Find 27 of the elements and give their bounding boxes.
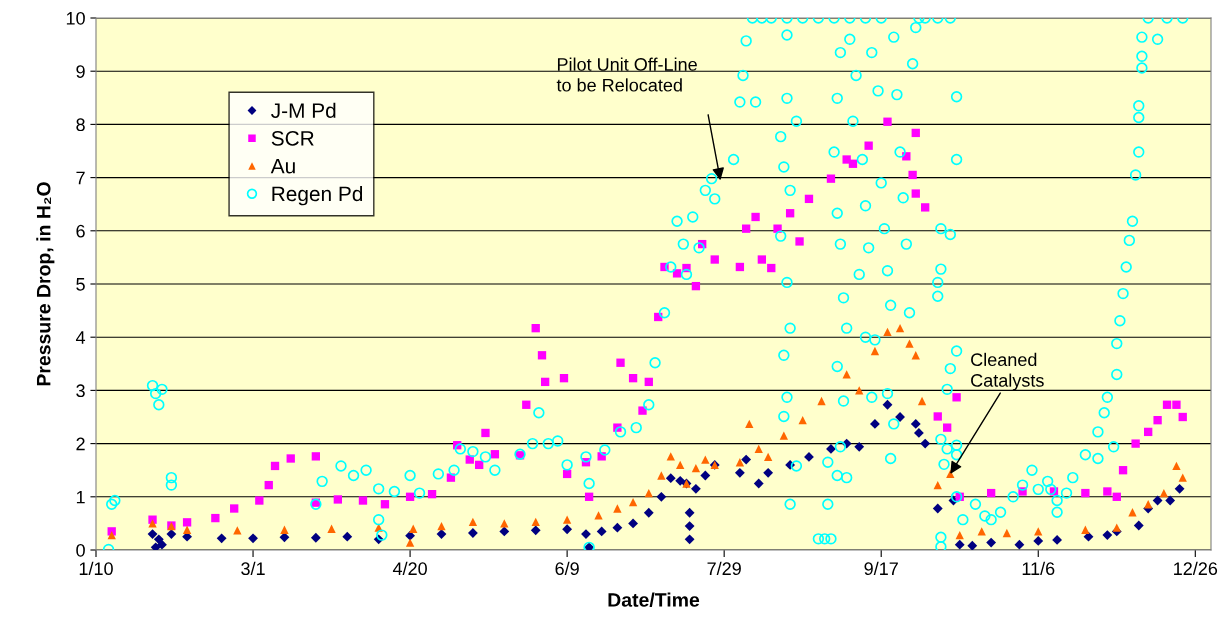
y-tick-label: 9 xyxy=(76,65,85,78)
y-tick-label: 0 xyxy=(76,543,85,557)
x-tick-label: 9/17 xyxy=(864,561,898,576)
x-tick-label: 11/6 xyxy=(1022,561,1055,576)
x-tick-label: 1/10 xyxy=(79,561,113,576)
annotation: Pilot Unit Off-Line to be Relocated xyxy=(556,57,697,92)
x-tick-label: 7/29 xyxy=(707,561,741,576)
y-tick-label: 4 xyxy=(75,331,86,344)
y-tick-label: 7 xyxy=(76,171,85,185)
legend-label: SCR xyxy=(271,130,314,146)
x-tick-label: 6/9 xyxy=(555,561,579,576)
y-tick-label: 5 xyxy=(76,278,85,291)
y-tick-label: 2 xyxy=(76,437,85,451)
x-axis-title: Date/Time xyxy=(608,592,700,608)
x-tick-label: 4/20 xyxy=(392,561,427,576)
y-tick-label: 1 xyxy=(76,490,85,504)
y-tick-label: 6 xyxy=(76,224,85,238)
x-tick-label: 12/26 xyxy=(1174,561,1218,576)
y-tick-label: 10 xyxy=(66,11,85,25)
x-tick-label: 3/1 xyxy=(241,561,265,576)
annotation: Cleaned Catalysts xyxy=(971,352,1044,391)
legend-label: Au xyxy=(270,158,295,174)
legend-label: J-M Pd xyxy=(271,102,336,118)
y-axis-title: Pressure Drop, in H₂O xyxy=(36,182,55,386)
y-tick-label: 8 xyxy=(76,118,85,132)
legend-label: Regen Pd xyxy=(272,185,363,206)
y-tick-label: 3 xyxy=(76,384,85,398)
